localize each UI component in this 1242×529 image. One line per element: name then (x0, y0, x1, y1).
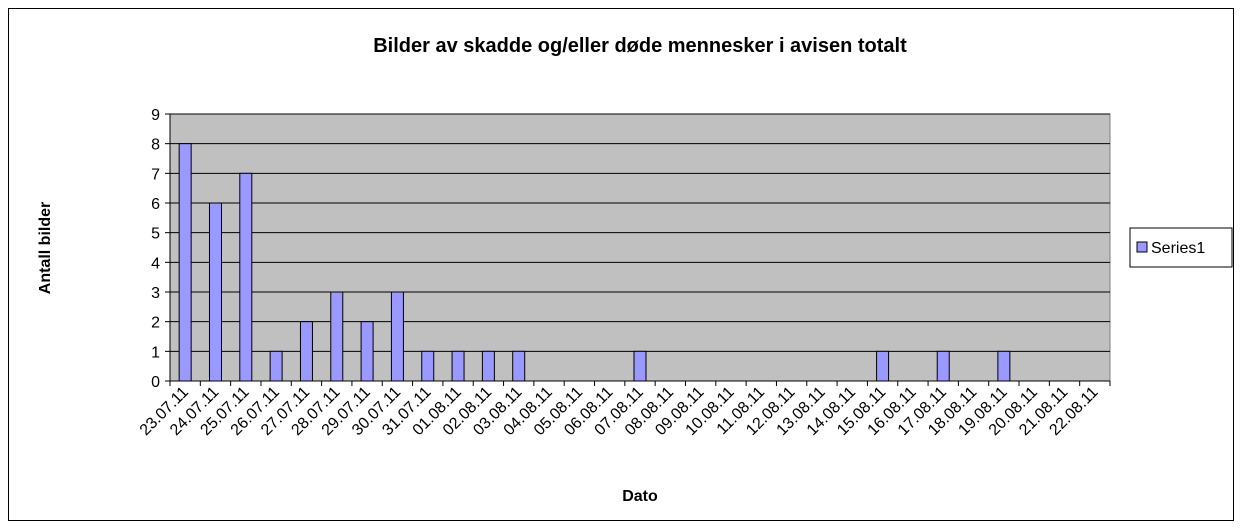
bar (936, 350, 950, 382)
y-tick-label: 4 (151, 255, 160, 272)
y-tick-label: 3 (151, 285, 160, 302)
bar (481, 350, 495, 382)
y-tick-label: 9 (151, 107, 160, 124)
bar (633, 350, 647, 382)
y-tick-label: 1 (151, 344, 160, 361)
y-tick-label: 8 (151, 137, 160, 154)
legend-label: Series1 (1151, 240, 1205, 257)
legend-swatch (1136, 241, 1148, 253)
bar (330, 291, 344, 382)
bar (876, 350, 890, 382)
y-tick-label: 5 (151, 226, 160, 243)
y-axis-title: Antall bilder (37, 202, 54, 294)
y-tick-label: 7 (151, 166, 160, 183)
bar (178, 143, 192, 382)
bar (269, 350, 283, 382)
bar (239, 172, 253, 382)
chart-title: Bilder av skadde og/eller døde mennesker… (373, 35, 907, 57)
bar (421, 350, 435, 382)
bar (451, 350, 465, 382)
bar (360, 321, 374, 382)
bar (208, 202, 222, 382)
y-tick-label: 2 (151, 315, 160, 332)
x-axis-title: Dato (622, 488, 658, 505)
y-tick-label: 6 (151, 196, 160, 213)
bar (997, 350, 1011, 382)
bar (299, 321, 313, 382)
bar (512, 350, 526, 382)
y-tick-label: 0 (151, 374, 160, 391)
plot-area (169, 113, 1111, 382)
bar (390, 291, 404, 382)
